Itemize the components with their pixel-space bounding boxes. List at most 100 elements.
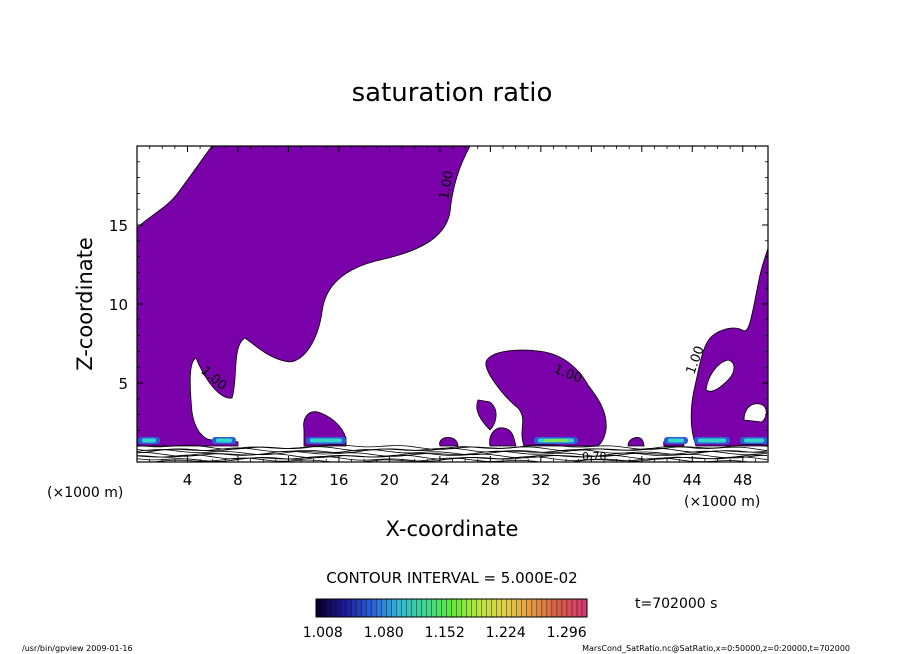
colorbar-cell	[376, 599, 382, 617]
colorbar-cell	[496, 599, 502, 617]
colorbar-cell	[381, 599, 387, 617]
x-axis: 4 8 12 16 20 24 28 32 36 40 44 48	[149, 146, 756, 489]
x-tick-label-9: 40	[632, 471, 651, 489]
colorbar-cell	[511, 599, 518, 617]
x-tick-label-4: 20	[380, 471, 399, 489]
colorbar-cell	[366, 599, 372, 617]
colorbar-cell	[436, 599, 442, 617]
colorbar-cell	[431, 599, 437, 617]
contour-line-3	[137, 449, 768, 456]
colorbar-cell	[371, 599, 377, 617]
x-tick-label-10: 44	[683, 471, 702, 489]
high-saturation-bands	[138, 437, 768, 444]
colorbar-cell	[506, 599, 513, 617]
contour-line-2	[137, 447, 768, 454]
colorbar-cell	[401, 599, 407, 617]
footer-right: MarsCond_SatRatio.nc@SatRatio,x=0:50000,…	[582, 644, 850, 653]
colorbar-cell	[336, 599, 342, 617]
colorbar-tick-label-1: 1.080	[364, 625, 404, 641]
colorbar-cell	[486, 599, 492, 617]
region-right-edge	[690, 247, 768, 447]
colorbar-cell	[536, 599, 543, 617]
band-mid-0	[142, 438, 156, 443]
colorbar-tick-label-3: 1.224	[486, 625, 526, 641]
region-right-edge-notch	[743, 403, 767, 423]
band-core-3	[544, 439, 568, 442]
colorbar-cell	[576, 599, 583, 617]
colorbar-cell	[521, 599, 528, 617]
colorbar-cell	[471, 599, 477, 617]
colorbar-cell	[326, 599, 332, 617]
y-axis-unit: (×1000 m)	[47, 485, 123, 501]
colorbar-cell	[411, 599, 417, 617]
colorbar-cell	[531, 599, 538, 617]
colorbar-cell	[491, 599, 497, 617]
colorbar-cell	[566, 599, 573, 617]
colorbar-cell	[551, 599, 558, 617]
colorbar-cell	[581, 599, 588, 617]
x-tick-label-5: 24	[430, 471, 449, 489]
x-tick-label-0: 4	[183, 471, 193, 489]
colorbar-cell	[331, 599, 337, 617]
x-tick-label-8: 36	[582, 471, 601, 489]
contour-interval: CONTOUR INTERVAL = 5.000E-02	[326, 569, 577, 587]
colorbar-cell	[456, 599, 462, 617]
colorbar-cell	[446, 599, 452, 617]
colorbar-cell	[541, 599, 548, 617]
colorbar-cell	[361, 599, 367, 617]
colorbar-cell	[481, 599, 487, 617]
colorbar-cell	[466, 599, 472, 617]
region-small-cell	[439, 437, 459, 447]
colorbar-cell	[341, 599, 347, 617]
footer-left: /usr/bin/gpview 2009-01-16	[22, 644, 133, 653]
band-mid-1	[216, 438, 232, 443]
region-center-right-cell	[485, 349, 607, 447]
y-tick-label-1: 10	[109, 296, 128, 314]
y-axis: 5 10 15	[109, 161, 768, 447]
colorbar-tick-label-0: 1.008	[303, 625, 343, 641]
colorbar-cell	[516, 599, 523, 617]
plot-area: 1.00 1.00 1.00 1.00 0.70	[137, 146, 768, 463]
region-small-cell-4	[627, 437, 645, 447]
chart-title: saturation ratio	[352, 78, 553, 108]
colorbar	[315, 599, 588, 617]
supersaturation-regions	[137, 146, 768, 447]
contour-line-5	[137, 452, 768, 459]
x-axis-title: X-coordinate	[386, 517, 519, 541]
colorbar-cell	[461, 599, 467, 617]
band-mid-5	[744, 438, 764, 443]
colorbar-cell	[321, 599, 327, 617]
x-tick-label-2: 12	[279, 471, 298, 489]
colorbar-cell	[316, 599, 322, 617]
contour-label-5: 0.70	[582, 450, 607, 463]
colorbar-cell	[346, 599, 352, 617]
colorbar-cell	[451, 599, 457, 617]
colorbar-cell	[476, 599, 482, 617]
colorbar-cell	[396, 599, 402, 617]
region-right-blob	[476, 399, 497, 431]
x-tick-label-3: 16	[329, 471, 348, 489]
y-tick-label-2: 15	[109, 217, 128, 235]
colorbar-cell	[441, 599, 447, 617]
contour-line-8	[137, 457, 754, 462]
colorbar-cell	[526, 599, 533, 617]
band-mid-6	[668, 438, 684, 443]
region-small-cell-2	[489, 427, 517, 447]
x-axis-unit: (×1000 m)	[684, 494, 760, 510]
contour-line-4	[137, 450, 768, 457]
x-tick-label-11: 48	[733, 471, 752, 489]
colorbar-tick-label-2: 1.152	[425, 625, 465, 641]
contour-label-1: 1.00	[437, 170, 457, 201]
colorbar-frame	[315, 598, 588, 618]
colorbar-cell	[421, 599, 427, 617]
colorbar-cell	[416, 599, 422, 617]
region-right-edge-hole	[705, 359, 735, 392]
colorbar-cell	[546, 599, 553, 617]
colorbar-tick-labels: 1.008 1.080 1.152 1.224 1.296	[303, 625, 587, 641]
colorbar-cell	[561, 599, 568, 617]
time-label: t=702000 s	[635, 596, 717, 612]
colorbar-cell	[406, 599, 412, 617]
band-mid-2	[310, 438, 342, 443]
colorbar-cell	[386, 599, 392, 617]
